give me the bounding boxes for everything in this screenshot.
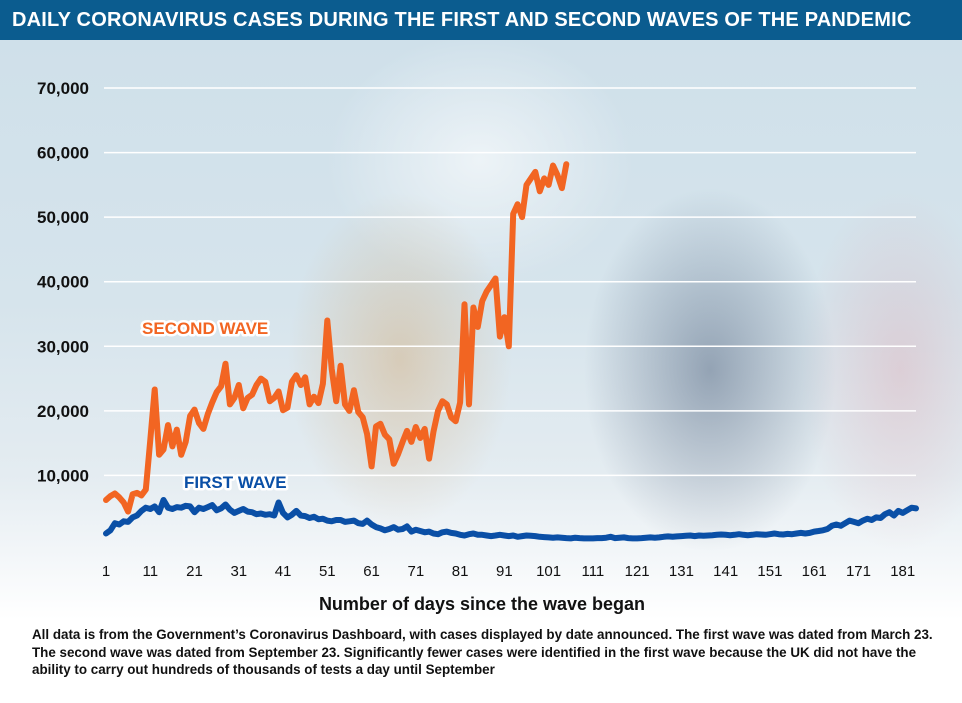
series-layer (103, 161, 919, 542)
legend-second-wave: SECOND WAVE (142, 319, 268, 338)
x-tick-label: 131 (669, 563, 694, 580)
second-wave-line (103, 161, 570, 515)
x-tick-label: 11 (142, 563, 158, 580)
x-tick-label: 21 (186, 563, 203, 580)
x-axis-label: Number of days since the wave began (319, 594, 645, 614)
x-tick-label: 91 (496, 563, 513, 580)
y-tick-label: 10,000 (37, 466, 89, 485)
x-tick-label: 71 (407, 563, 424, 580)
line-chart: 10,000 20,000 30,000 40,000 50,000 60,000 70,0… (37, 79, 919, 614)
y-tick-label: 50,000 (37, 208, 89, 227)
x-tick-label: 141 (713, 563, 738, 580)
x-tick-labels: 1 11 21 31 41 51 61 71 81 91 101 111 121 131 141 151 161… (102, 563, 915, 580)
chart-title: DAILY CORONAVIRUS CASES DURING THE FIRST… (0, 0, 962, 40)
y-tick-labels: 10,000 20,000 30,000 40,000 50,000 60,000 70,0… (37, 79, 89, 485)
x-tick-label: 61 (363, 563, 380, 580)
y-tick-label: 40,000 (37, 273, 89, 292)
x-tick-label: 181 (890, 563, 915, 580)
y-tick-label: 60,000 (37, 144, 89, 163)
x-tick-label: 111 (581, 563, 604, 580)
x-tick-label: 161 (802, 563, 827, 580)
x-tick-label: 41 (275, 563, 292, 580)
x-tick-label: 101 (536, 563, 561, 580)
y-tick-label: 20,000 (37, 402, 89, 421)
first-wave-line (103, 497, 919, 542)
x-tick-label: 171 (846, 563, 871, 580)
x-tick-label: 31 (230, 563, 247, 580)
footnote: All data is from the Government’s Corona… (32, 627, 933, 677)
x-tick-label: 121 (625, 563, 650, 580)
x-tick-label: 151 (757, 563, 782, 580)
chart-area: 10,000 20,000 30,000 40,000 50,000 60,000 70,0… (0, 40, 962, 620)
x-tick-label: 81 (452, 563, 469, 580)
y-tick-label: 70,000 (37, 79, 89, 98)
x-tick-label: 51 (319, 563, 336, 580)
legend-first-wave: FIRST WAVE (184, 473, 287, 492)
x-tick-label: 1 (102, 563, 110, 580)
y-tick-label: 30,000 (37, 337, 89, 356)
